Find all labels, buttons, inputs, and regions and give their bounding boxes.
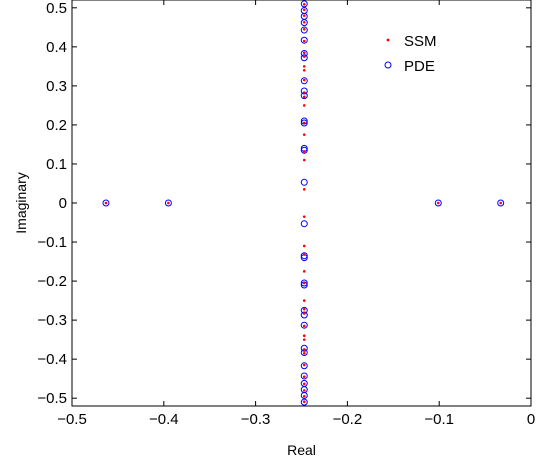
ssm-point (302, 95, 306, 99)
pde-point (300, 311, 308, 319)
x-axis-ticks: −0.5 −0.4 −0.3 −0.2 −0.1 0 (57, 0, 535, 428)
pde-point (300, 372, 308, 380)
ssm-point (302, 104, 306, 107)
pde-point (164, 199, 172, 207)
pde-point (300, 54, 308, 62)
y-tick-label: −0.1 (37, 234, 67, 251)
pde-point (300, 398, 308, 406)
pde-point (300, 77, 308, 85)
ssm-point (302, 299, 306, 302)
pde-point (300, 220, 308, 228)
ssm-point (302, 39, 306, 43)
x-axis-title: Real (287, 442, 316, 458)
ssm-point (302, 121, 306, 125)
ssm-point (302, 281, 306, 285)
ssm-point (302, 375, 306, 379)
ssm-point (302, 20, 306, 24)
pde-point (300, 391, 308, 399)
legend-pde-marker (384, 61, 392, 69)
ssm-point (499, 201, 503, 205)
ssm-point (302, 133, 306, 136)
y-tick-label: −0.3 (37, 312, 67, 329)
pde-point (300, 279, 308, 287)
pde-point (434, 199, 442, 207)
pde-point (497, 199, 505, 207)
legend-ssm-marker (386, 38, 390, 42)
pde-point (300, 344, 308, 352)
legend-pde-label: PDE (404, 58, 435, 75)
pde-point (102, 199, 110, 207)
pde-point (300, 178, 308, 186)
y-tick-label: 0.5 (46, 0, 67, 17)
y-tick-label: −0.2 (37, 273, 67, 290)
pde-point (300, 362, 308, 370)
y-axis-title: Imaginary (13, 172, 29, 233)
x-tick-label: −0.1 (424, 411, 454, 428)
y-axis-ticks: 0.5 0.4 0.3 0.2 0.1 0 −0.1 −0.2 −0.3 −0.4 −0.5 (37, 0, 531, 407)
y-tick-label: −0.4 (37, 351, 67, 368)
ssm-point (302, 65, 306, 68)
ssm-point (167, 201, 170, 205)
ssm-point (302, 253, 306, 256)
ssm-point (302, 270, 306, 273)
ssm-point (302, 215, 306, 218)
ssm-point (302, 363, 306, 367)
y-tick-label: 0.4 (46, 39, 67, 56)
y-tick-label: 0 (59, 195, 67, 212)
ssm-point (302, 307, 306, 311)
pde-point (300, 321, 308, 329)
pde-point (300, 87, 308, 95)
ssm-point (104, 201, 108, 205)
ssm-point (302, 400, 306, 404)
ssm-point (302, 150, 306, 153)
ssm-point (302, 351, 306, 355)
x-tick-label: −0.3 (241, 411, 271, 428)
ssm-point (302, 68, 306, 72)
ssm-point (302, 334, 306, 338)
legend-ssm-label: SSM (404, 33, 437, 50)
pde-point (300, 119, 308, 127)
ssm-point (302, 348, 306, 351)
x-tick-label: −0.2 (333, 411, 363, 428)
ssm-point (302, 14, 306, 17)
y-tick-label: 0.2 (46, 117, 67, 134)
pde-point (300, 19, 308, 27)
x-tick-label: −0.5 (57, 411, 87, 428)
pde-point (300, 146, 308, 154)
ssm-point (302, 2, 306, 6)
ssm-point (302, 312, 306, 315)
plot-area (72, 0, 531, 406)
ssm-point (302, 8, 306, 12)
ssm-point (302, 27, 306, 31)
ssm-point (302, 51, 306, 55)
ssm-point (302, 188, 306, 191)
y-tick-label: 0.1 (46, 156, 67, 173)
ssm-point (302, 382, 306, 386)
series-layer (102, 0, 505, 406)
ssm-point (302, 158, 306, 162)
pde-point (300, 26, 308, 34)
x-tick-label: −0.4 (149, 411, 179, 428)
legend: SSM PDE (384, 33, 437, 75)
series-ssm (104, 2, 503, 404)
ssm-point (302, 55, 306, 58)
y-tick-label: −0.5 (37, 390, 67, 407)
ssm-point (302, 394, 306, 398)
y-tick-label: 0.3 (46, 78, 67, 95)
ssm-point (302, 91, 306, 94)
pde-point (300, 252, 308, 260)
ssm-point (302, 78, 306, 82)
ssm-point (302, 244, 306, 248)
ssm-point (436, 201, 440, 205)
x-tick-label: 0 (527, 411, 535, 428)
ssm-point (302, 338, 306, 341)
ssm-point (302, 389, 306, 392)
pde-point (300, 0, 308, 8)
plot-frame (71, 0, 532, 407)
ssm-point (302, 324, 306, 328)
pde-point (300, 36, 308, 44)
